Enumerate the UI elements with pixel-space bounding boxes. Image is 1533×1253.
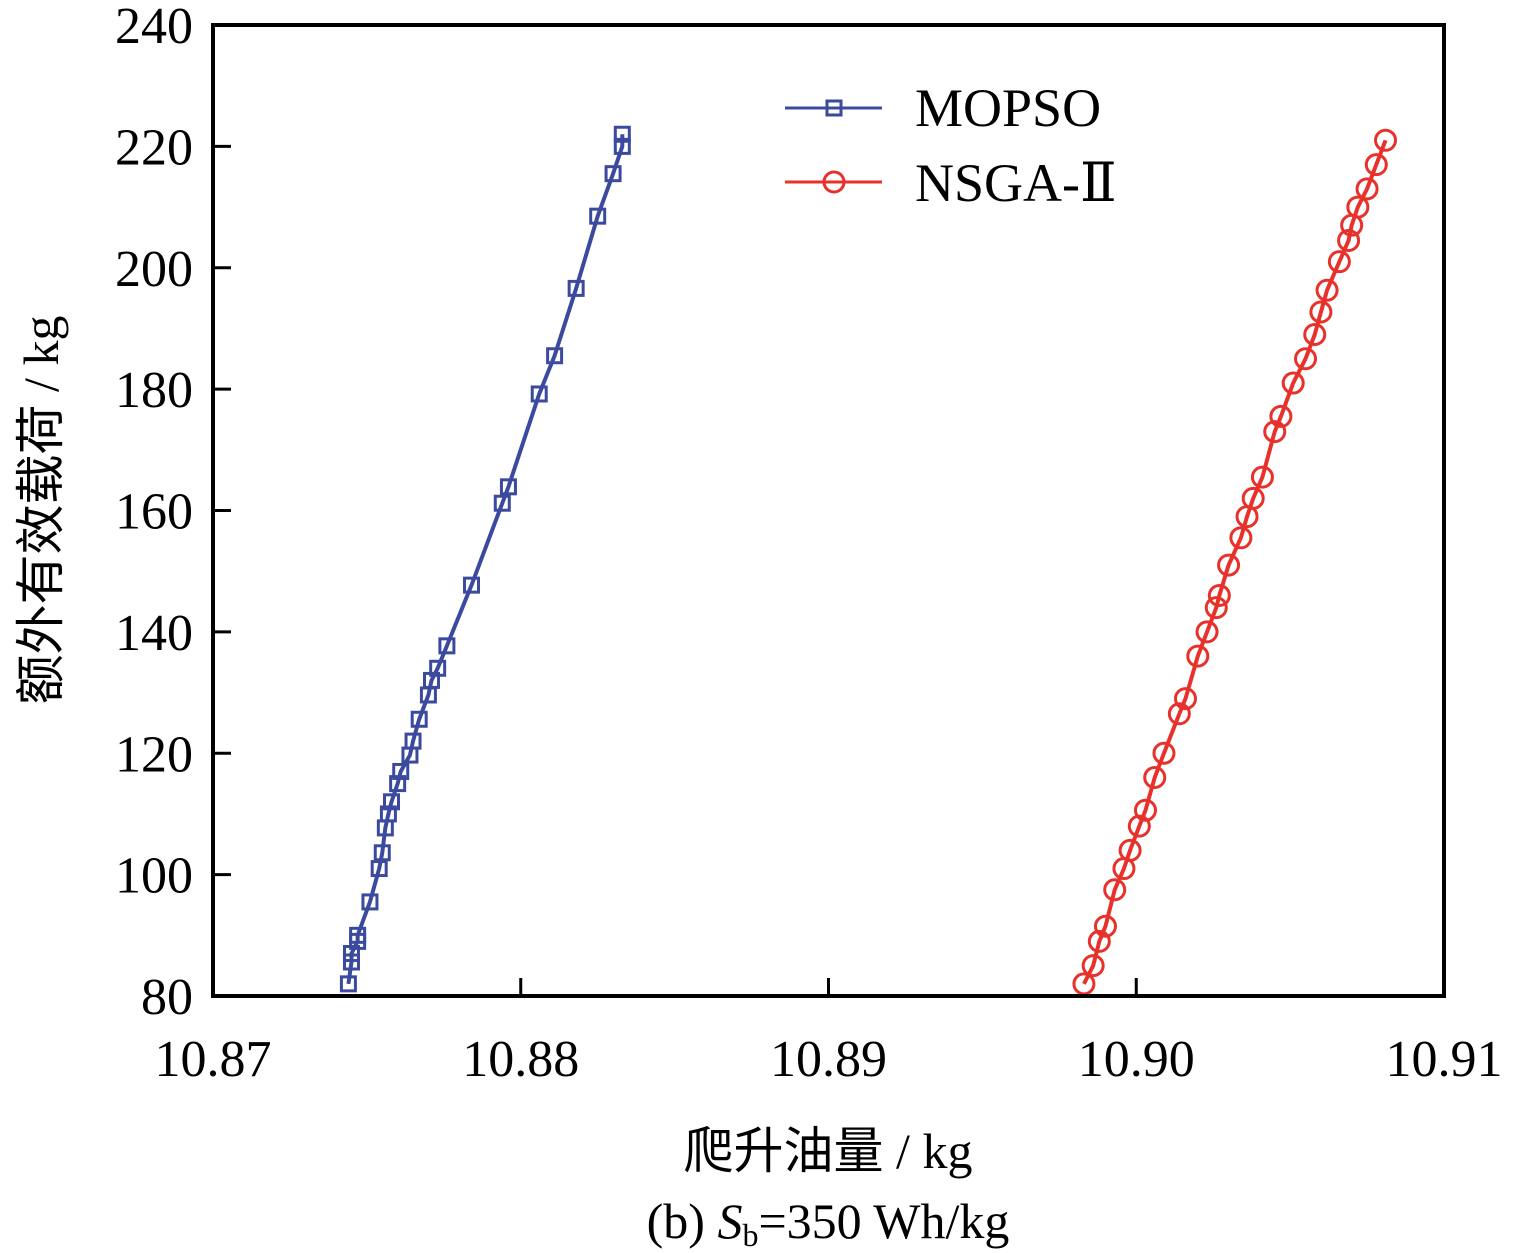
data-point — [349, 926, 367, 944]
y-tick-label: 160 — [115, 484, 193, 541]
data-point — [370, 860, 388, 878]
legend-label-nsga: NSGA-Ⅱ — [915, 153, 1117, 213]
data-point — [1303, 323, 1327, 347]
data-point — [1081, 954, 1105, 978]
data-point — [404, 732, 422, 750]
data-point — [1103, 878, 1127, 902]
data-point — [1281, 371, 1305, 395]
x-tick-label: 10.88 — [462, 1031, 579, 1088]
data-point — [613, 125, 631, 143]
data-point — [1229, 526, 1253, 550]
x-axis-label: 爬升油量 / kg — [684, 1123, 973, 1179]
legend-label-mopso: MOPSO — [915, 78, 1101, 138]
x-tick-label: 10.89 — [770, 1031, 887, 1088]
data-point — [1263, 420, 1287, 444]
data-point — [1327, 250, 1351, 274]
data-point — [1207, 583, 1231, 607]
data-point — [392, 762, 410, 780]
data-point — [499, 478, 517, 496]
data-point — [1173, 687, 1197, 711]
data-point — [1133, 798, 1157, 822]
series-line — [1082, 139, 1388, 985]
data-point — [1241, 486, 1265, 510]
data-point — [493, 494, 511, 512]
data-point — [567, 279, 585, 297]
y-tick-label: 120 — [115, 726, 193, 783]
data-point — [410, 710, 428, 728]
x-tick-label: 10.90 — [1078, 1031, 1195, 1088]
series-mopso — [339, 125, 631, 993]
data-point — [438, 637, 456, 655]
y-tick-label: 200 — [115, 241, 193, 298]
data-point — [1143, 766, 1167, 790]
data-point — [1217, 553, 1241, 577]
data-point — [382, 793, 400, 811]
data-point — [361, 893, 379, 911]
data-point — [604, 165, 622, 183]
legend-marker-nsga — [822, 170, 846, 194]
y-tick-label: 80 — [141, 969, 193, 1026]
data-point — [530, 385, 548, 403]
data-point — [1093, 914, 1117, 938]
data-point — [389, 775, 407, 793]
data-point — [1204, 596, 1228, 620]
data-point — [1118, 838, 1142, 862]
data-point — [613, 137, 631, 155]
data-point — [1072, 972, 1096, 996]
data-point — [373, 844, 391, 862]
data-point — [1337, 228, 1361, 252]
data-point — [589, 207, 607, 225]
legend: MOPSO NSGA-Ⅱ — [785, 78, 1117, 213]
data-point — [429, 659, 447, 677]
data-point — [1309, 300, 1333, 324]
data-point — [1087, 929, 1111, 953]
data-point — [463, 576, 481, 594]
data-point — [1152, 741, 1176, 765]
data-point — [1355, 177, 1379, 201]
data-point — [339, 975, 357, 993]
plot-frame — [211, 23, 1446, 998]
y-tick-label: 140 — [115, 605, 193, 662]
data-point — [1127, 814, 1151, 838]
y-tick-label: 220 — [115, 119, 193, 176]
y-tick-label: 180 — [115, 362, 193, 419]
data-point — [1315, 278, 1339, 302]
legend-marker-mopso — [825, 99, 843, 117]
data-point — [1269, 404, 1293, 428]
data-point — [1374, 128, 1398, 152]
series-nsga — [1072, 128, 1398, 996]
y-axis-label: 额外有效载荷 / kg — [13, 316, 69, 705]
data-point — [1167, 702, 1191, 726]
x-tick-label: 10.87 — [155, 1031, 272, 1088]
data-point — [379, 805, 397, 823]
data-point — [1186, 644, 1210, 668]
data-point — [1364, 153, 1388, 177]
y-tick-label: 100 — [115, 848, 193, 905]
data-point — [1250, 465, 1274, 489]
y-tick-label: 240 — [115, 0, 193, 55]
data-point — [1346, 195, 1370, 219]
figure-caption: (b) Sb=350 Wh/kg — [647, 1193, 1010, 1253]
data-point — [1195, 620, 1219, 644]
data-point — [1294, 347, 1318, 371]
data-point — [546, 347, 564, 365]
x-tick-label: 10.91 — [1386, 1031, 1503, 1088]
